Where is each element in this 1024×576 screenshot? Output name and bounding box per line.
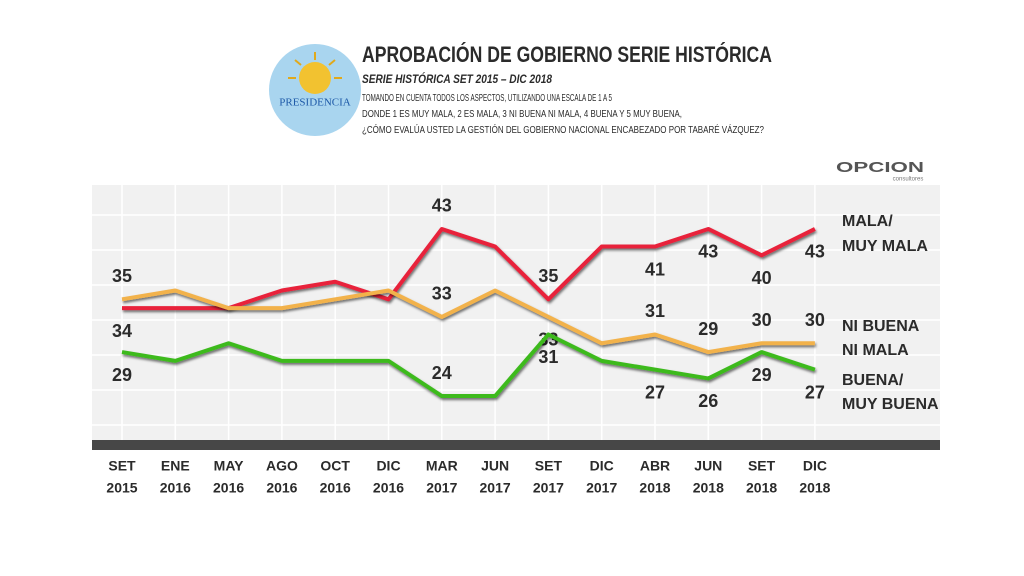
x-tick-label: ENE xyxy=(161,458,190,474)
data-label: 29 xyxy=(752,365,772,385)
x-tick-label: DIC xyxy=(803,458,827,474)
x-tick-label: SET xyxy=(535,458,563,474)
data-label: 43 xyxy=(698,242,718,262)
data-label: 24 xyxy=(432,363,452,383)
data-label: 43 xyxy=(432,196,452,216)
brand-logo: OPCION xyxy=(836,159,924,176)
data-label: 33 xyxy=(538,330,558,350)
logo-rays xyxy=(288,52,342,79)
line-series xyxy=(121,288,815,355)
data-label: 31 xyxy=(538,347,558,367)
x-tick-label: MAY xyxy=(214,458,244,474)
x-tick-label: DIC xyxy=(590,458,614,474)
plot-area xyxy=(92,185,940,440)
data-label: 33 xyxy=(432,284,452,304)
x-tick-label: 2016 xyxy=(213,480,244,496)
legend-label: NI BUENA xyxy=(842,318,920,335)
data-label: 29 xyxy=(698,319,718,339)
data-label: 30 xyxy=(752,310,772,330)
chart-title: APROBACIÓN DE GOBIERNO SERIE HISTÓRICA xyxy=(362,42,772,67)
x-tick-label: 2018 xyxy=(693,480,724,496)
data-label: 34 xyxy=(112,321,132,341)
legend-label: NI MALA xyxy=(842,342,909,359)
x-tick-label: JUN xyxy=(481,458,509,474)
x-tick-label: ABR xyxy=(640,458,670,474)
x-tick-label: 2016 xyxy=(266,480,297,496)
x-tick-label: SET xyxy=(748,458,776,474)
data-label: 29 xyxy=(112,365,132,385)
data-label: 26 xyxy=(698,391,718,411)
data-label: 35 xyxy=(538,266,558,286)
legend-label: MALA/ xyxy=(842,213,893,230)
logo-sun xyxy=(299,62,331,94)
brand-sub: consultores xyxy=(893,177,924,183)
x-tick-label: 2016 xyxy=(160,480,191,496)
question-line: TOMANDO EN CUENTA TODOS LOS ASPECTOS, UT… xyxy=(362,92,612,104)
x-tick-label: 2016 xyxy=(320,480,351,496)
x-tick-label: DIC xyxy=(376,458,400,474)
legend-label: BUENA/ xyxy=(842,372,904,389)
data-label: 35 xyxy=(112,266,132,286)
chart-subtitle: SERIE HISTÓRICA SET 2015 – DIC 2018 xyxy=(362,71,552,86)
legend-label: MUY BUENA xyxy=(842,396,939,413)
x-tick-label: 2018 xyxy=(799,480,830,496)
x-tick-label: 2018 xyxy=(639,480,670,496)
x-tick-label: MAR xyxy=(426,458,458,474)
data-label: 41 xyxy=(645,259,665,279)
data-label: 43 xyxy=(805,242,825,262)
question-line: ¿CÓMO EVALÚA USTED LA GESTIÓN DEL GOBIER… xyxy=(362,123,764,136)
question-line: DONDE 1 ES MUY MALA, 2 ES MALA, 3 NI BUE… xyxy=(362,108,682,120)
grid xyxy=(121,185,816,440)
x-tick-label: OCT xyxy=(320,458,350,474)
x-axis-bar xyxy=(92,440,940,450)
line-series xyxy=(121,332,816,399)
x-tick-label: 2017 xyxy=(533,480,564,496)
data-label: 31 xyxy=(645,301,665,321)
data-label: 27 xyxy=(645,382,665,402)
data-label: 40 xyxy=(752,268,772,288)
x-tick-label: 2018 xyxy=(746,480,777,496)
x-tick-label: 2017 xyxy=(480,480,511,496)
x-tick-label: 2016 xyxy=(373,480,404,496)
data-label: 30 xyxy=(805,310,825,330)
x-tick-label: 2017 xyxy=(426,480,457,496)
data-label: 27 xyxy=(805,382,825,402)
x-tick-label: 2015 xyxy=(106,480,137,496)
x-tick-label: SET xyxy=(108,458,136,474)
x-tick-label: 2017 xyxy=(586,480,617,496)
line-series xyxy=(122,226,816,311)
legend-label: MUY MALA xyxy=(842,238,928,255)
background-grid xyxy=(92,214,940,426)
x-tick-label: JUN xyxy=(694,458,722,474)
x-tick-label: AGO xyxy=(266,458,298,474)
logo-text: PRESIDENCIA xyxy=(279,97,351,109)
